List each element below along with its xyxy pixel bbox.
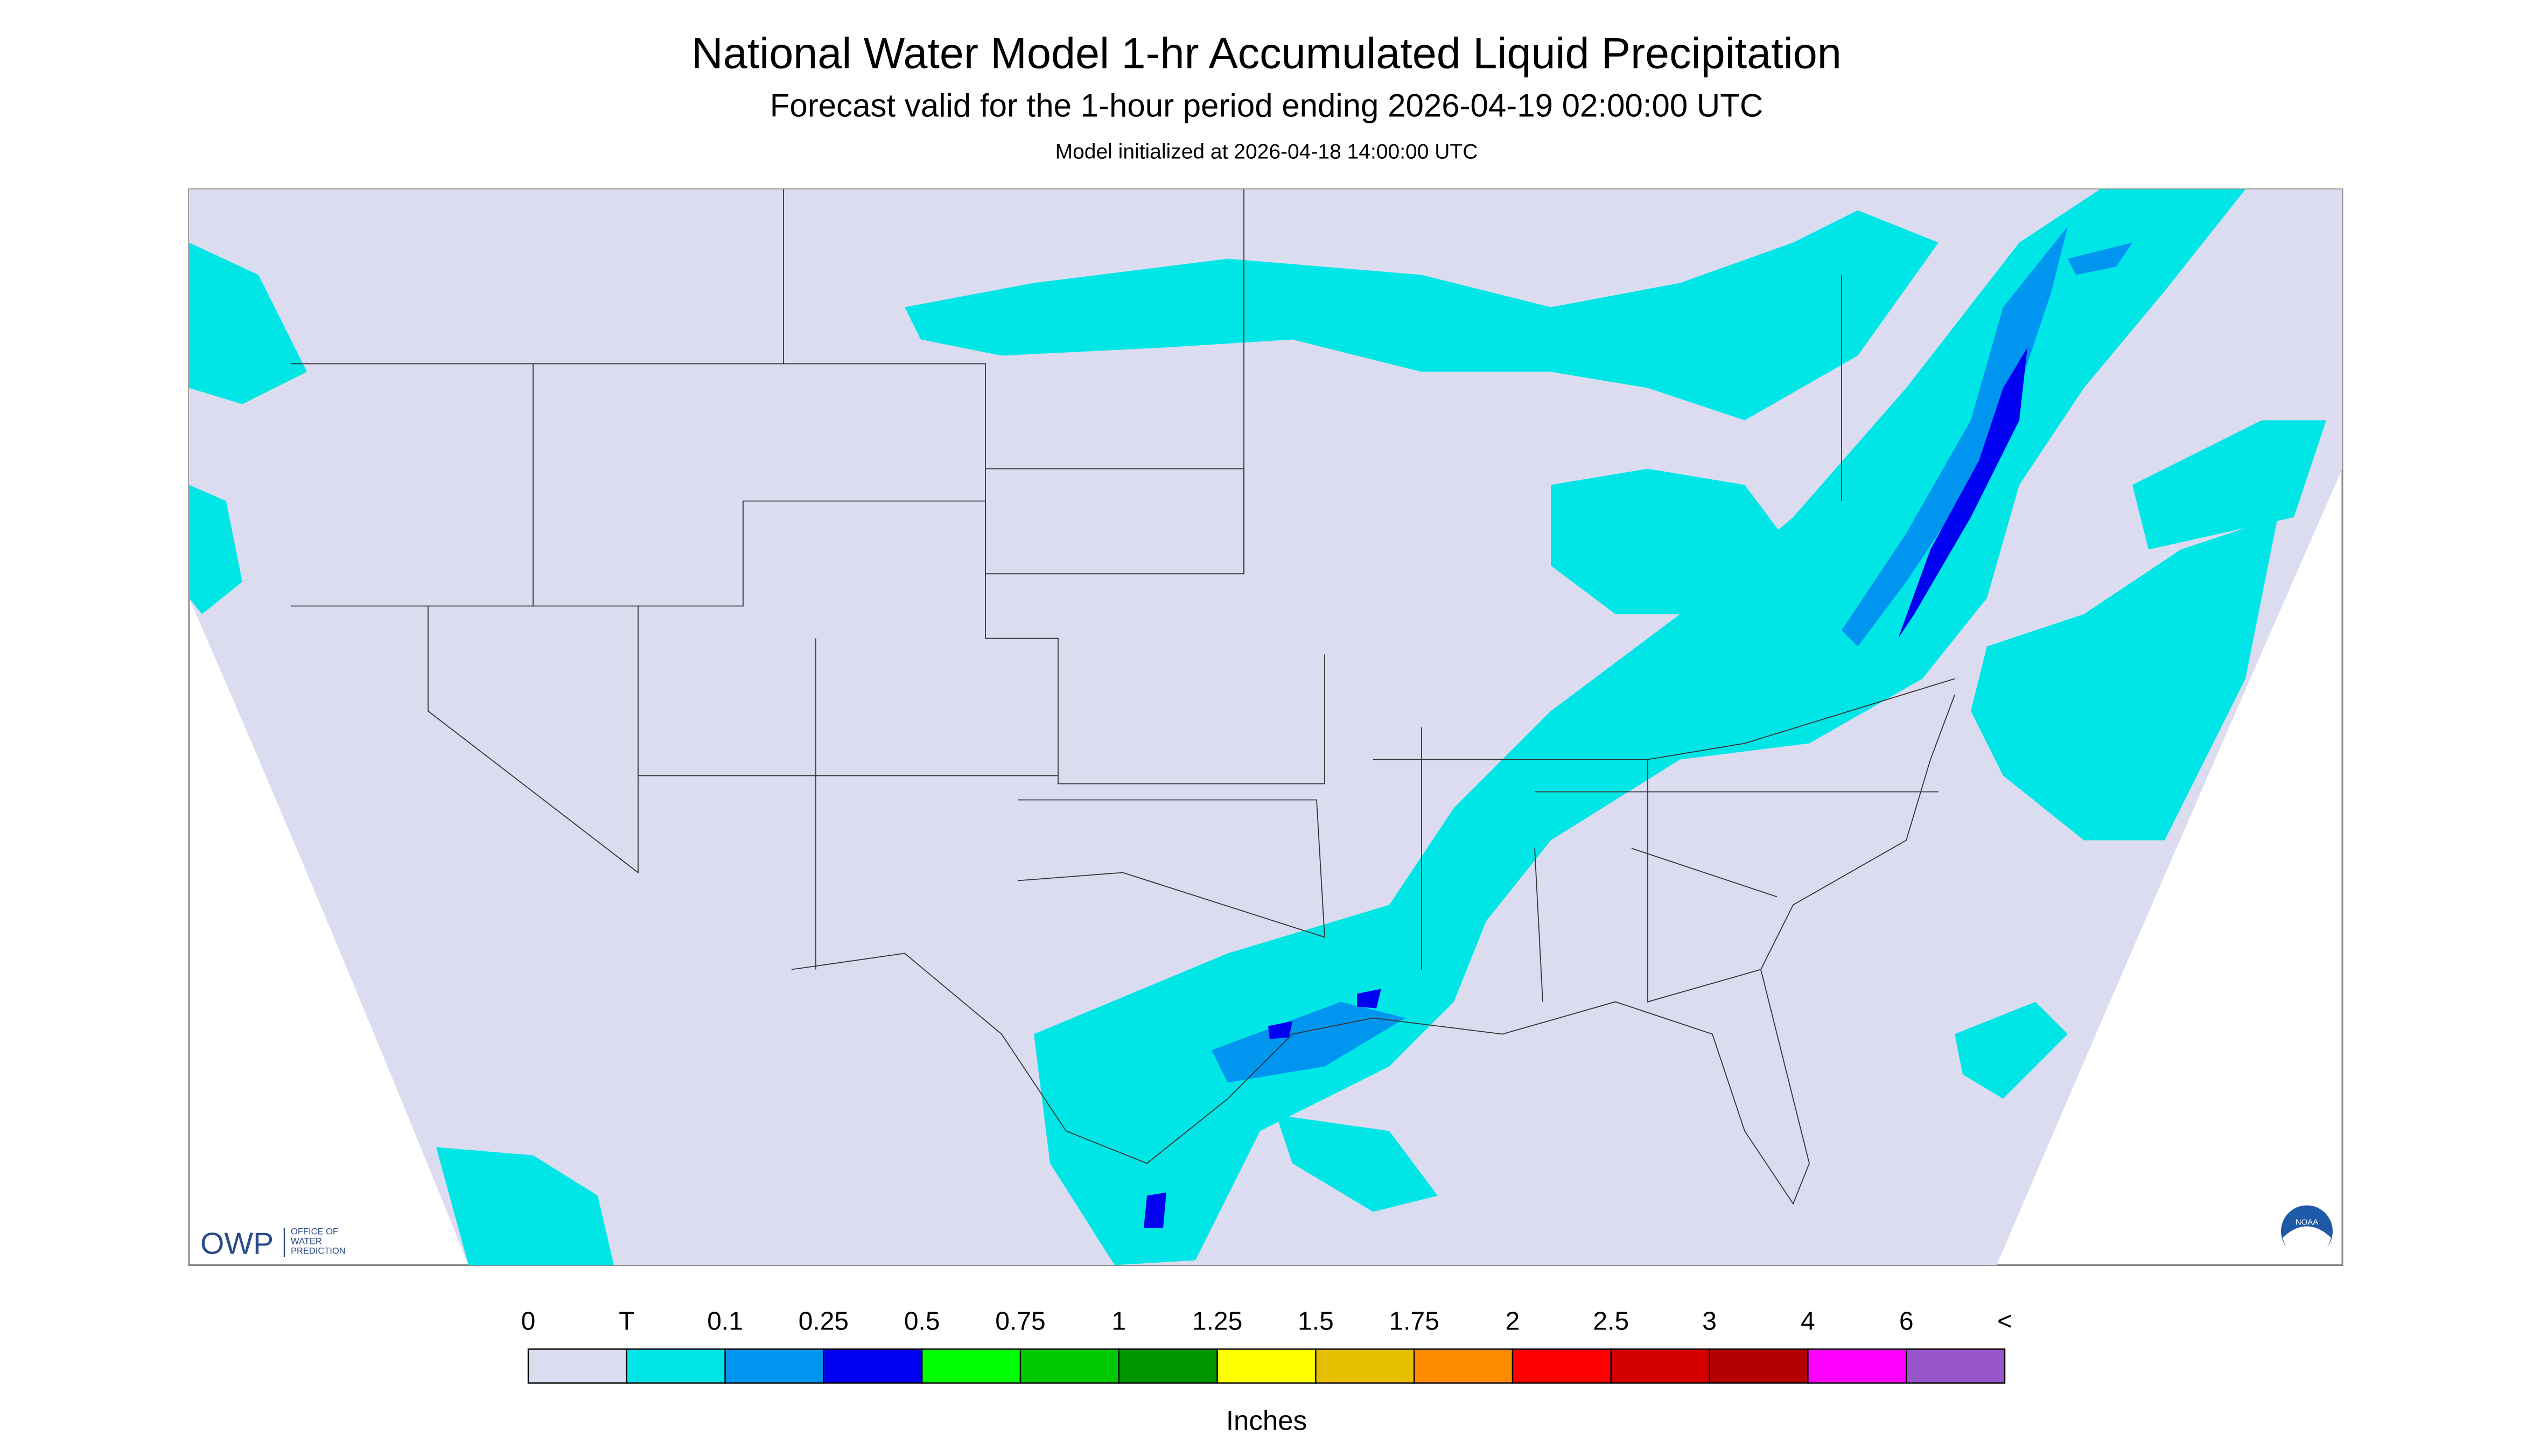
- legend-label: 1: [1111, 1307, 1126, 1336]
- legend-label: 3: [1702, 1307, 1717, 1336]
- owp-line: OFFICE OF: [291, 1227, 338, 1237]
- legend-label: 1.5: [1298, 1307, 1334, 1336]
- legend-label: 0.75: [995, 1307, 1045, 1336]
- legend-swatch: [1315, 1348, 1415, 1384]
- legend-label: 0.1: [707, 1307, 743, 1336]
- owp-line: WATER: [291, 1237, 322, 1247]
- legend-swatch: [823, 1348, 923, 1384]
- legend-label: T: [619, 1307, 634, 1336]
- legend-label: 2: [1506, 1307, 1520, 1336]
- noaa-wave: [2283, 1226, 2331, 1257]
- legend-label: 4: [1801, 1307, 1815, 1336]
- state-boundaries: [291, 189, 1955, 1205]
- legend-label: 0: [521, 1307, 536, 1336]
- legend-label: <: [1997, 1307, 2012, 1336]
- legend-label: 2.5: [1593, 1307, 1629, 1336]
- precip-moderate: [1212, 226, 2132, 1083]
- init-note: Model initialized at 2026-04-18 14:00:00…: [1055, 141, 1478, 164]
- legend-swatch: [1512, 1348, 1612, 1384]
- legend-label: 0.5: [904, 1307, 940, 1336]
- legend-swatch: [1019, 1348, 1120, 1384]
- noaa-text: NOAA: [2296, 1218, 2319, 1227]
- legend-label: 1.25: [1192, 1307, 1242, 1336]
- legend-label: 1.75: [1389, 1307, 1439, 1336]
- owp-logo-text: OWP: [200, 1227, 274, 1261]
- legend-swatch: [1905, 1348, 2006, 1384]
- subtitle: Forecast valid for the 1-hour period end…: [770, 88, 1763, 124]
- legend-swatch: [1118, 1348, 1218, 1384]
- precip-light: [189, 189, 2326, 1265]
- legend: 0 T 0.1 0.25 0.5 0.75 1 1.25 1.5 1.75 2 2.5 3 4 6 <: [521, 1307, 2012, 1384]
- legend-swatch: [1709, 1348, 1809, 1384]
- precip-heavy: [1144, 347, 2027, 1228]
- legend-unit: Inches: [1226, 1405, 1307, 1436]
- legend-swatch: [1610, 1348, 1710, 1384]
- legend-label: 6: [1899, 1307, 1914, 1336]
- legend-swatch: [626, 1348, 726, 1384]
- owp-logo: OWP OFFICE OF WATER PREDICTION: [200, 1227, 346, 1261]
- legend-swatch: [1414, 1348, 1514, 1384]
- legend-swatch: [1216, 1348, 1317, 1384]
- legend-label: 0.25: [799, 1307, 849, 1336]
- map-area: [188, 188, 2343, 1266]
- legend-swatch: [724, 1348, 824, 1384]
- owp-line: PREDICTION: [291, 1247, 346, 1256]
- title: National Water Model 1-hr Accumulated Li…: [691, 30, 1842, 78]
- legend-swatch: [921, 1348, 1021, 1384]
- noaa-logo: NOAA: [2281, 1205, 2333, 1257]
- legend-swatch: [1807, 1348, 1907, 1384]
- legend-swatch: [527, 1348, 628, 1384]
- model-domain: [189, 189, 2342, 1265]
